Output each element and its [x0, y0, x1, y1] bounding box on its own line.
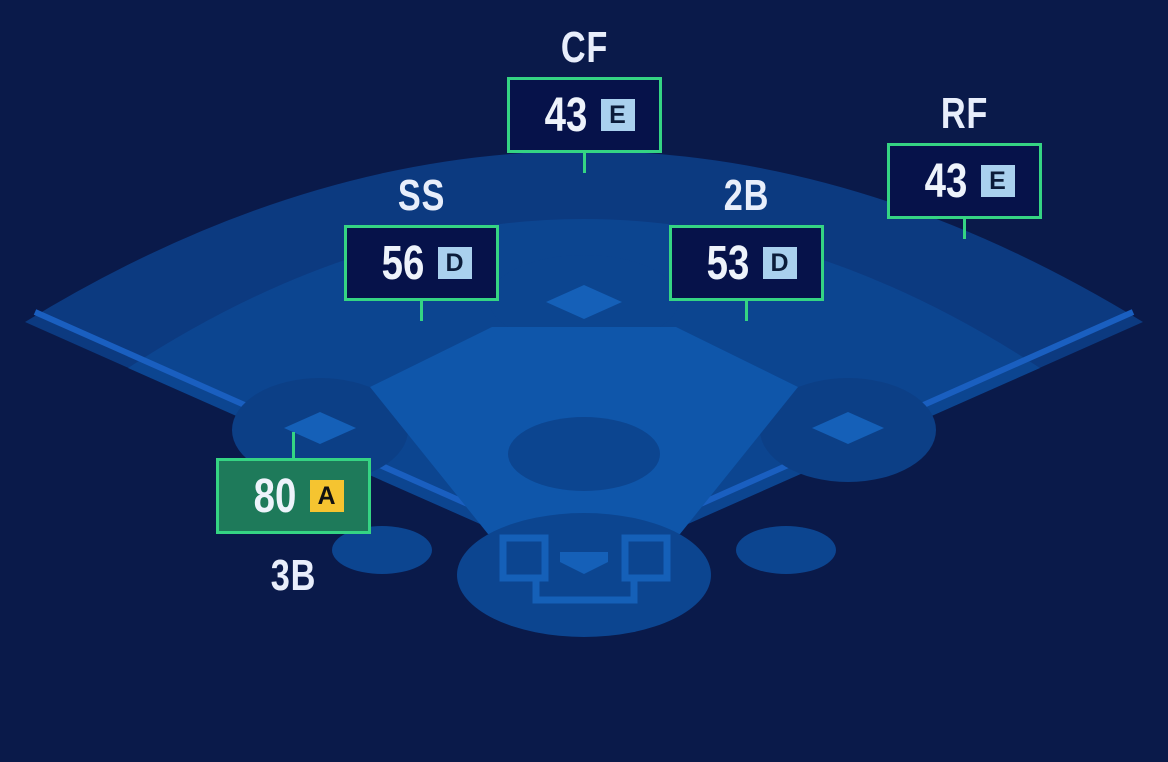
first-base: [812, 412, 884, 444]
on-deck-circle-right: [736, 526, 836, 574]
home-plate-area: [457, 513, 711, 637]
rating-box[interactable]: 80 A: [216, 458, 371, 534]
home-plate: [560, 552, 608, 574]
rating-value: 43: [924, 154, 967, 208]
position-label: CF: [560, 23, 609, 72]
grade-badge: E: [980, 165, 1015, 197]
grade-badge: D: [762, 247, 797, 279]
grade-badge: E: [600, 99, 635, 131]
rating-value: 53: [706, 236, 749, 290]
connector-line: [583, 153, 586, 173]
connector-line: [420, 301, 423, 321]
pitchers-mound: [508, 417, 660, 491]
rating-value: 56: [381, 236, 424, 290]
connector-line: [963, 219, 966, 239]
second-base: [546, 285, 622, 319]
on-deck-circle-left: [332, 526, 432, 574]
grade-badge: D: [437, 247, 472, 279]
rating-box[interactable]: 43 E: [887, 143, 1042, 219]
rating-box[interactable]: 56 D: [344, 225, 499, 301]
batters-boxes: [499, 534, 671, 604]
rating-value: 43: [544, 88, 587, 142]
connector-line: [745, 301, 748, 321]
position-label: 3B: [270, 551, 317, 600]
third-base: [284, 412, 356, 444]
grade-badge: A: [309, 480, 344, 512]
rating-value: 80: [253, 469, 296, 523]
position-label: 2B: [723, 171, 770, 220]
rating-box[interactable]: 53 D: [669, 225, 824, 301]
position-label: SS: [397, 171, 446, 220]
connector-line: [292, 432, 295, 459]
position-label: RF: [940, 89, 989, 138]
rating-box[interactable]: 43 E: [507, 77, 662, 153]
